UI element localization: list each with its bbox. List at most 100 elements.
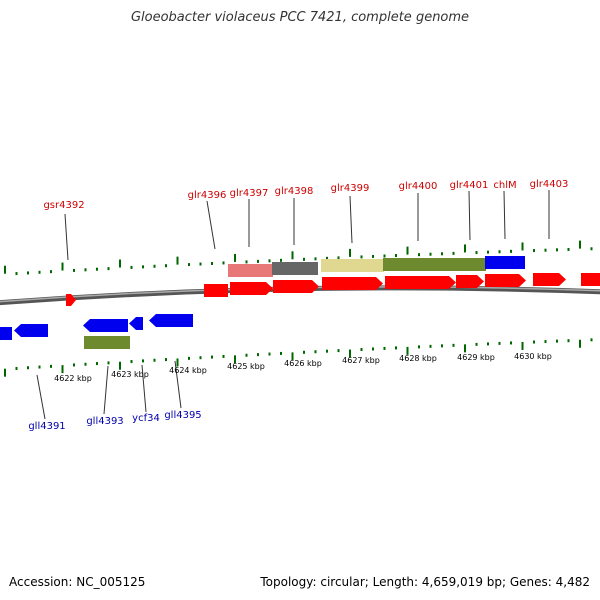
lower-tick-track [4, 338, 593, 377]
minor-tick [418, 345, 420, 349]
minor-tick [142, 359, 144, 363]
minor-tick [567, 247, 570, 251]
minor-tick [544, 340, 547, 344]
minor-tick [314, 257, 317, 261]
major-tick [349, 248, 351, 257]
scale-label: 4628 kbp [399, 354, 437, 363]
minor-tick [211, 261, 213, 265]
minor-tick [360, 255, 363, 259]
minor-tick [337, 349, 340, 353]
minor-tick [360, 348, 363, 352]
minor-tick [27, 271, 29, 275]
minor-tick [544, 248, 547, 252]
gene-glr4398[interactable] [273, 280, 319, 293]
feature-chlm-region [485, 256, 525, 269]
scale-label: 4623 kbp [111, 370, 149, 379]
major-tick [579, 339, 581, 348]
minor-tick [452, 251, 455, 255]
minor-tick [199, 356, 202, 360]
minor-tick [372, 347, 374, 351]
gene-next-forward[interactable] [581, 273, 600, 286]
gene-gll4395[interactable] [149, 314, 193, 327]
minor-tick [590, 247, 593, 251]
minor-tick [27, 366, 29, 370]
minor-tick [475, 251, 478, 255]
gene-chlm[interactable] [485, 274, 526, 287]
label-glr4403: glr4403 [530, 179, 569, 190]
accession-text: Accession: NC_005125 [9, 575, 146, 589]
label-glr4400: glr4400 [399, 181, 438, 192]
gene-glr4400[interactable] [385, 276, 456, 289]
minor-tick [280, 351, 282, 355]
gene-gll4391[interactable] [14, 324, 48, 337]
gene-gsr4392[interactable] [66, 294, 76, 306]
label-glr4396: glr4396 [188, 190, 227, 201]
label-chlm: chlM [493, 180, 516, 191]
label-gll4391: gll4391 [28, 421, 65, 432]
minor-tick [268, 259, 271, 263]
gene-glr4403[interactable] [533, 273, 566, 286]
major-tick [61, 262, 64, 271]
major-tick [521, 341, 524, 350]
minor-tick [429, 252, 432, 256]
minor-tick [429, 344, 432, 348]
minor-tick [556, 248, 558, 252]
gene-glr4401[interactable] [456, 275, 484, 288]
minor-tick [96, 267, 98, 271]
gene-glr4396[interactable] [204, 284, 228, 297]
minor-tick [188, 263, 190, 267]
minor-tick [15, 366, 18, 370]
major-tick [4, 368, 6, 377]
minor-tick [84, 362, 87, 366]
minor-tick [188, 356, 190, 360]
major-tick [464, 344, 466, 353]
minor-tick [245, 353, 248, 357]
major-tick [349, 349, 351, 358]
genome-summary-text: Topology: circular; Length: 4,659,019 bp… [260, 575, 590, 589]
minor-tick [107, 267, 110, 271]
feature-glr4400-region [383, 258, 486, 271]
minor-tick [165, 264, 167, 268]
major-tick [406, 346, 409, 355]
gene-gll4393[interactable] [83, 319, 128, 332]
minor-tick [211, 355, 213, 359]
gene-ycf34[interactable] [129, 317, 143, 330]
minor-tick [38, 365, 41, 369]
minor-tick [303, 257, 305, 261]
scale-label: 4622 kbp [54, 374, 92, 383]
major-tick [579, 240, 581, 249]
reverse-gene-labels: gll4391 gll4393 ycf34 gll4395 [28, 410, 201, 432]
forward-gene-track [66, 273, 600, 306]
minor-tick [199, 262, 202, 266]
scale-label: 4629 kbp [457, 353, 495, 362]
minor-tick [326, 349, 328, 353]
gene-reverse-left-edge[interactable] [0, 327, 12, 340]
forward-gene-labels: gsr4392 glr4396 glr4397 glr4398 glr4399 … [43, 179, 568, 211]
scale-label: 4625 kbp [227, 362, 265, 371]
minor-tick [303, 350, 305, 354]
scale-label: 4626 kbp [284, 359, 322, 368]
major-tick [464, 244, 466, 253]
gene-glr4399[interactable] [322, 277, 383, 290]
minor-tick [96, 362, 98, 366]
minor-tick [533, 249, 535, 253]
minor-tick [498, 341, 501, 345]
feature-glr4397-region [228, 264, 273, 277]
minor-tick [487, 342, 489, 346]
minor-tick [441, 252, 443, 256]
minor-tick [395, 254, 397, 258]
minor-tick [245, 260, 248, 264]
minor-tick [567, 339, 570, 343]
minor-tick [257, 259, 259, 263]
gene-glr4397[interactable] [230, 282, 273, 295]
minor-tick [383, 346, 386, 350]
minor-tick [130, 360, 133, 364]
minor-tick [153, 358, 156, 362]
minor-tick [510, 249, 512, 253]
label-gll4393: gll4393 [86, 416, 123, 427]
minor-tick [337, 256, 340, 260]
minor-tick [280, 258, 282, 262]
feature-glr4398-region [272, 262, 318, 275]
major-tick [406, 246, 409, 255]
